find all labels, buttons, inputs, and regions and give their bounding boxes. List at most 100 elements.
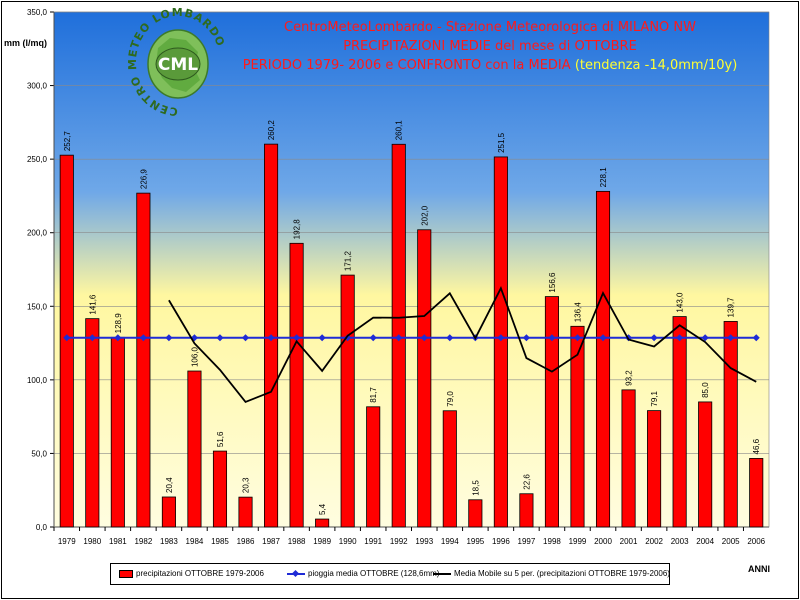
bar-value-label: 18,5 (471, 480, 480, 496)
x-tick-label: 1998 (543, 537, 561, 546)
bar-value-label: 51,6 (216, 431, 225, 447)
y-tick-label: 50,0 (31, 449, 47, 458)
x-tick-label: 2002 (645, 537, 663, 546)
bar-value-label: 202,0 (420, 205, 429, 226)
x-tick-label: 1989 (313, 537, 331, 546)
x-tick-label: 1996 (492, 537, 510, 546)
moving-average-line (168, 285, 757, 404)
bar-value-label: 46,6 (752, 438, 761, 454)
average-marker (727, 334, 735, 342)
legend-swatch-average (287, 569, 305, 577)
average-marker (752, 334, 760, 342)
bar-value-label: 260,2 (267, 120, 276, 141)
bar-value-label: 128,9 (114, 313, 123, 334)
x-tick-label: 1995 (466, 537, 484, 546)
average-marker (241, 334, 250, 342)
bar-value-label: 228,1 (599, 167, 608, 188)
y-tick-label: 300,0 (27, 82, 48, 91)
legend-item-average: pioggia media OTTOBRE (128,6mm) (287, 569, 439, 578)
average-marker (573, 334, 582, 342)
x-tick-label: 2004 (696, 537, 714, 546)
average-marker (216, 334, 224, 342)
y-tick-label: 0,0 (36, 523, 48, 532)
x-tick-label: 1985 (211, 537, 229, 546)
bar (621, 389, 636, 528)
average-marker (446, 334, 454, 342)
bar (519, 493, 534, 528)
bar-value-label: 141,6 (88, 294, 97, 315)
chart-title-line-2: PRECIPITAZIONI MEDIE del mese di OTTOBRE (343, 39, 637, 54)
average-marker (548, 334, 556, 342)
bar (544, 296, 559, 528)
bar-value-label: 171,2 (344, 251, 353, 272)
bar (493, 156, 508, 528)
x-tick-label: 1991 (364, 537, 382, 546)
legend-label-average: pioggia media OTTOBRE (128,6mm) (308, 569, 440, 578)
bar (340, 274, 355, 528)
bar-value-label: 143,0 (676, 292, 685, 313)
average-marker (318, 334, 326, 342)
x-tick-label: 1982 (134, 537, 152, 546)
x-tick-label: 1990 (339, 537, 357, 546)
legend-item-bars: precipitazioni OTTOBRE 1979-2006 (119, 569, 264, 578)
bar-value-label: 136,4 (573, 302, 582, 323)
average-marker (267, 334, 275, 342)
bar (749, 458, 764, 528)
y-tick-label: 150,0 (27, 302, 48, 311)
x-tick-label: 1997 (518, 537, 536, 546)
x-tick-label: 2003 (671, 537, 689, 546)
x-tick-label: 2005 (722, 537, 740, 546)
y-axis-title: mm (l/mq) (4, 38, 48, 48)
bar-value-label: 20,3 (242, 477, 251, 493)
bar-value-label: 106,0 (190, 346, 199, 367)
bar (85, 318, 100, 528)
x-tick-label: 1984 (186, 537, 204, 546)
bar-value-label: 156,6 (548, 272, 557, 293)
bar-value-label: 20,4 (165, 477, 174, 493)
bar (672, 316, 687, 528)
average-marker (293, 334, 301, 342)
bar-value-label: 5,4 (318, 503, 327, 515)
bar (315, 518, 330, 528)
y-tick-label: 250,0 (27, 155, 48, 164)
x-tick-label: 1981 (109, 537, 127, 546)
bar-value-label: 93,2 (625, 370, 634, 386)
average-marker (497, 334, 505, 342)
bar (468, 499, 483, 528)
bar-value-label: 252,7 (63, 131, 72, 152)
bar-value-label: 81,7 (369, 387, 378, 403)
legend-swatch-moving-average (433, 572, 451, 575)
chart-title-trend: (tendenza -14,0mm/10y) (574, 58, 738, 73)
average-marker (676, 334, 684, 342)
average-marker (522, 334, 530, 342)
bar-value-label: 22,6 (522, 474, 531, 490)
chart-legend: precipitazioni OTTOBRE 1979-2006 pioggia… (110, 563, 670, 585)
legend-label-bars: precipitazioni OTTOBRE 1979-2006 (136, 569, 264, 578)
bar (647, 410, 662, 528)
bar-value-label: 79,1 (650, 390, 659, 406)
bar (161, 496, 176, 528)
legend-label-moving-average: Media Mobile su 5 per. (precipitazioni O… (454, 569, 670, 578)
average-marker (701, 334, 709, 342)
chart-title-period: PERIODO 1979- 2006 e CONFRONTO con la ME… (242, 58, 571, 73)
bar-value-label: 85,0 (701, 382, 710, 398)
bar (187, 370, 202, 528)
x-tick-label: 1987 (262, 537, 280, 546)
bar (110, 336, 125, 528)
bar (417, 229, 432, 528)
y-tick-label: 200,0 (27, 229, 48, 238)
average-marker (599, 334, 607, 342)
bar (595, 190, 611, 528)
x-axis-title: ANNI (748, 564, 770, 574)
average-marker (63, 334, 71, 342)
average-marker (88, 334, 96, 342)
bar (698, 401, 713, 528)
x-tick-label: 1983 (160, 537, 178, 546)
bar-value-label: 251,5 (497, 132, 506, 153)
chart-title-line-1: CentroMeteoLombardo - Stazione Meteorolo… (284, 20, 696, 35)
chart-title-line-3: PERIODO 1979- 2006 e CONFRONTO con la ME… (210, 58, 770, 73)
x-tick-label: 1980 (83, 537, 101, 546)
average-marker (650, 334, 658, 342)
bar (442, 410, 457, 528)
